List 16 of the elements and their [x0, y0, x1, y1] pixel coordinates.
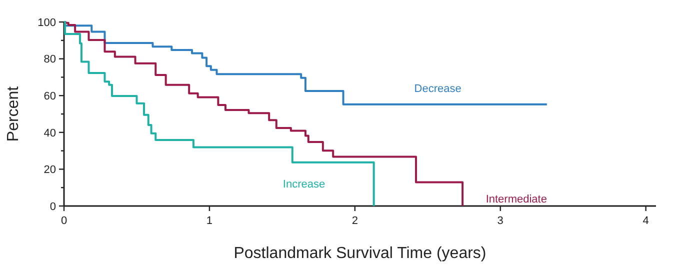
x-tick-label: 4 — [642, 215, 649, 227]
x-tick-label: 1 — [206, 215, 213, 227]
y-tick-label: 40 — [44, 127, 56, 140]
x-axis-title: Postlandmark Survival Time (years) — [234, 245, 486, 262]
x-tick-label: 0 — [60, 215, 68, 227]
x-tick-label: 3 — [497, 215, 504, 227]
y-tick-label: 100 — [38, 16, 56, 29]
y-axis-title: Percent — [5, 86, 22, 142]
y-tick-label: 80 — [44, 54, 56, 66]
series-label: Decrease — [414, 82, 462, 95]
y-tick-label: 0 — [50, 200, 56, 213]
text: Intermediate — [486, 193, 547, 206]
x-tick-label: 2 — [352, 215, 358, 227]
series-label: Increase — [282, 178, 326, 191]
y-tick-label: 60 — [44, 90, 56, 102]
y-tick-label: 20 — [44, 164, 56, 176]
